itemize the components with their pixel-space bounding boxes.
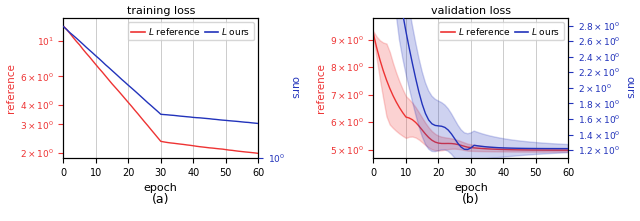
X-axis label: epoch: epoch [144,183,178,193]
X-axis label: epoch: epoch [454,183,488,193]
Title: training loss: training loss [127,6,195,15]
Y-axis label: reference: reference [6,63,15,113]
Y-axis label: ours: ours [625,76,634,99]
Y-axis label: reference: reference [316,63,326,113]
Title: validation loss: validation loss [431,6,511,15]
Legend: $L$ reference, $L$ ours: $L$ reference, $L$ ours [438,22,564,40]
Text: (b): (b) [462,193,480,206]
Text: (a): (a) [152,193,170,206]
Legend: $L$ reference, $L$ ours: $L$ reference, $L$ ours [127,22,253,40]
Y-axis label: ours: ours [289,76,299,99]
